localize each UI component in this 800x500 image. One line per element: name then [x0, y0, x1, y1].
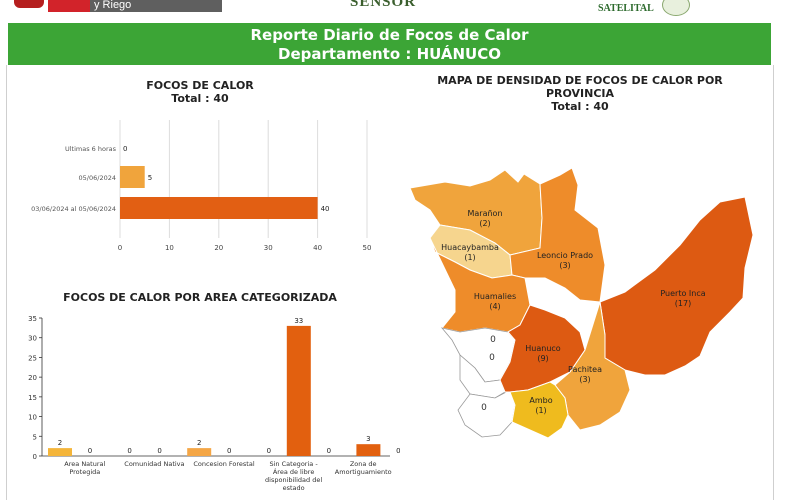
- leaf-logo-icon: [662, 0, 690, 16]
- data-label: 0: [267, 447, 271, 455]
- map-title-block: MAPA DE DENSIDAD DE FOCOS DE CALOR POR P…: [405, 74, 755, 113]
- province-puerto-inca[interactable]: [599, 196, 754, 376]
- y-tick-label: 20: [28, 374, 37, 382]
- focos-title: FOCOS DE CALOR: [146, 79, 254, 92]
- y-tick-label: 15: [28, 394, 37, 402]
- province-name-label: Marañon: [467, 209, 502, 218]
- province-name-label: Leoncio Prado: [537, 251, 593, 260]
- data-label: 0: [396, 447, 400, 455]
- province-name-label: Pachitea: [568, 365, 602, 374]
- province-count-label: (4): [489, 302, 500, 311]
- satelital-logo-text: SATELITAL: [598, 3, 654, 14]
- province-name-label: Ambo: [529, 396, 552, 405]
- data-label: 0: [127, 447, 131, 455]
- province-count-label: (2): [479, 219, 490, 228]
- x-category-label: Amortiguamiento: [335, 468, 392, 476]
- report-header: Reporte Diario de Focos de Calor Departa…: [8, 23, 771, 65]
- area-title: FOCOS DE CALOR POR AREA CATEGORIZADA: [63, 291, 337, 304]
- top-banner: y Riego SENSOR SATELITAL: [0, 0, 800, 22]
- bar: [286, 325, 311, 456]
- x-tick-label: 40: [313, 244, 322, 252]
- focos-total: Total : 40: [171, 92, 229, 105]
- province-leoncio-prado[interactable]: [509, 167, 606, 303]
- x-tick-label: 30: [264, 244, 273, 252]
- province-count-label: (3): [559, 261, 570, 270]
- x-tick-label: 50: [363, 244, 372, 252]
- y-tick-label: 25: [28, 354, 37, 362]
- province-count-label: (3): [579, 375, 590, 384]
- province-name-label: Puerto Inca: [660, 289, 705, 298]
- frame-right: [773, 65, 774, 500]
- data-label: 40: [321, 205, 330, 213]
- y-category-label: Ultimas 6 horas: [65, 145, 117, 153]
- peru-flag-logo: [48, 0, 90, 12]
- province-count-label: (1): [535, 406, 546, 415]
- x-category-label: Área de libre: [273, 467, 314, 476]
- focos-bar-chart: 0 10 20 30 40 50 Ultimas 6 horas 0 05/06/2024 5 03…: [31, 120, 372, 252]
- map-total: Total : 40: [551, 100, 609, 113]
- data-label: 0: [157, 447, 161, 455]
- province-count-label: (1): [464, 253, 475, 262]
- focos-title-block: FOCOS DE CALOR Total : 40: [100, 79, 300, 105]
- data-label: 0: [227, 447, 231, 455]
- y-tick-label: 0: [33, 453, 37, 461]
- data-label: 33: [294, 317, 303, 325]
- ministry-logo: y Riego: [90, 0, 222, 12]
- bar: [120, 197, 318, 219]
- province-zero-south[interactable]: [457, 389, 516, 438]
- y-tick-label: 5: [33, 433, 37, 441]
- data-label: 3: [366, 435, 370, 443]
- x-category-label: disponibilidad del: [265, 476, 322, 484]
- sensor-logo: SENSOR: [350, 0, 417, 10]
- province-count-label: (17): [675, 299, 691, 308]
- report-subtitle: Departamento : HUÁNUCO: [278, 45, 501, 63]
- x-tick-label: 10: [165, 244, 174, 252]
- x-category-label: Area Natural: [64, 460, 105, 468]
- x-tick-label: 20: [214, 244, 223, 252]
- x-category-label: estado: [283, 484, 305, 492]
- bar: [356, 444, 381, 456]
- province-huanuco[interactable]: [499, 304, 586, 393]
- x-category-label: Protegida: [69, 468, 100, 476]
- frame-left: [6, 65, 7, 500]
- province-zero-label: 0: [489, 353, 495, 363]
- ministry-logo-text: y Riego: [94, 0, 132, 11]
- province-name-label: Huamalies: [474, 292, 516, 301]
- province-ambo[interactable]: [509, 381, 569, 439]
- data-label: 2: [197, 439, 201, 447]
- data-label: 2: [58, 439, 62, 447]
- x-category-label: Concesion Forestal: [193, 460, 254, 468]
- data-label: 0: [327, 447, 331, 455]
- y-category-label: 03/06/2024 al 05/06/2024: [31, 205, 116, 213]
- province-name-label: Huanuco: [525, 344, 561, 353]
- x-category-label: Zona de: [350, 460, 377, 468]
- y-tick-label: 30: [28, 335, 37, 343]
- coat-of-arms-icon: [14, 0, 44, 8]
- province-name-label: Huacaybamba: [441, 243, 499, 252]
- report-title: Reporte Diario de Focos de Calor: [250, 26, 529, 44]
- y-tick-label: 35: [28, 315, 37, 323]
- data-label: 0: [123, 145, 127, 153]
- bar: [187, 448, 212, 456]
- bar: [120, 166, 145, 188]
- map-title: MAPA DE DENSIDAD DE FOCOS DE CALOR POR P…: [437, 74, 723, 100]
- y-category-label: 05/06/2024: [79, 174, 116, 182]
- province-zero-label: 0: [481, 403, 487, 413]
- data-label: 0: [88, 447, 92, 455]
- province-zero-label: 0: [490, 335, 496, 345]
- y-tick-label: 10: [28, 414, 37, 422]
- x-tick-label: 0: [118, 244, 122, 252]
- x-category-label: Sin Categoria -: [270, 460, 319, 468]
- density-map: Marañon(2)Huacaybamba(1) Leoncio Prado(3)…: [409, 167, 754, 439]
- province-count-label: (9): [537, 354, 548, 363]
- x-category-label: Comunidad Nativa: [124, 460, 184, 468]
- bar: [48, 448, 72, 456]
- data-label: 5: [148, 174, 152, 182]
